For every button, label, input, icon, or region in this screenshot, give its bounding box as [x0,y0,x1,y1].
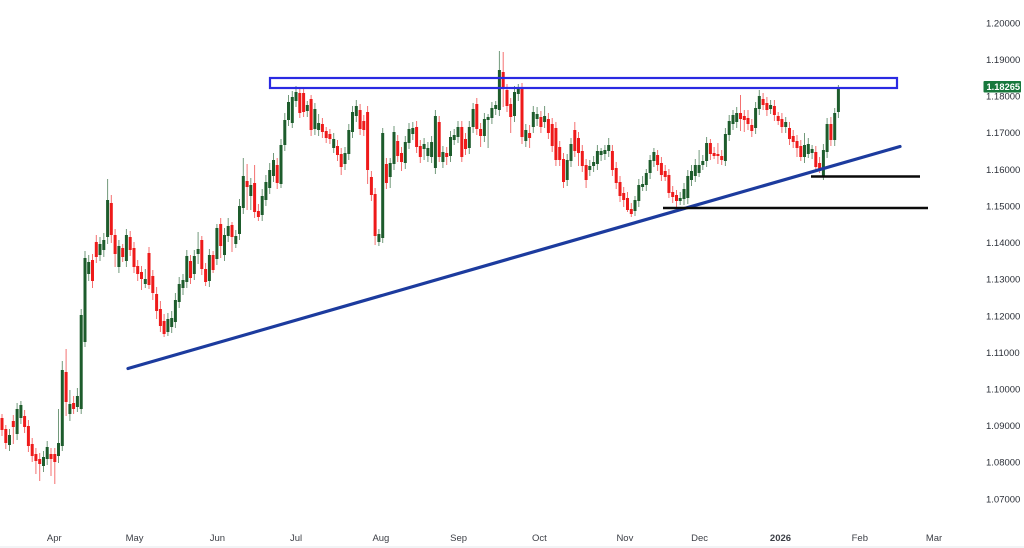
svg-text:1.14000: 1.14000 [986,238,1020,249]
svg-text:Nov: Nov [616,533,633,544]
svg-text:1.07000: 1.07000 [986,494,1020,505]
svg-text:Jul: Jul [290,533,302,544]
svg-text:Sep: Sep [450,533,467,544]
svg-text:1.11000: 1.11000 [986,348,1020,359]
svg-text:1.16000: 1.16000 [986,165,1020,176]
svg-text:Feb: Feb [852,533,868,544]
svg-text:1.12000: 1.12000 [986,311,1020,322]
svg-text:1.09000: 1.09000 [986,421,1020,432]
svg-text:Aug: Aug [372,533,389,544]
svg-text:1.19000: 1.19000 [986,55,1020,66]
svg-text:May: May [126,533,144,544]
svg-text:1.17000: 1.17000 [986,128,1020,139]
svg-text:1.18265: 1.18265 [987,82,1021,92]
svg-text:Oct: Oct [532,533,547,544]
svg-text:Jun: Jun [210,533,225,544]
svg-text:Mar: Mar [926,533,942,544]
svg-text:1.10000: 1.10000 [986,385,1020,396]
svg-text:1.18000: 1.18000 [986,92,1020,103]
svg-text:2026: 2026 [770,533,791,544]
svg-text:1.13000: 1.13000 [986,275,1020,286]
svg-text:1.08000: 1.08000 [986,458,1020,469]
svg-text:Dec: Dec [691,533,708,544]
svg-text:1.15000: 1.15000 [986,201,1020,212]
svg-text:Apr: Apr [47,533,62,544]
svg-text:1.20000: 1.20000 [986,18,1020,29]
